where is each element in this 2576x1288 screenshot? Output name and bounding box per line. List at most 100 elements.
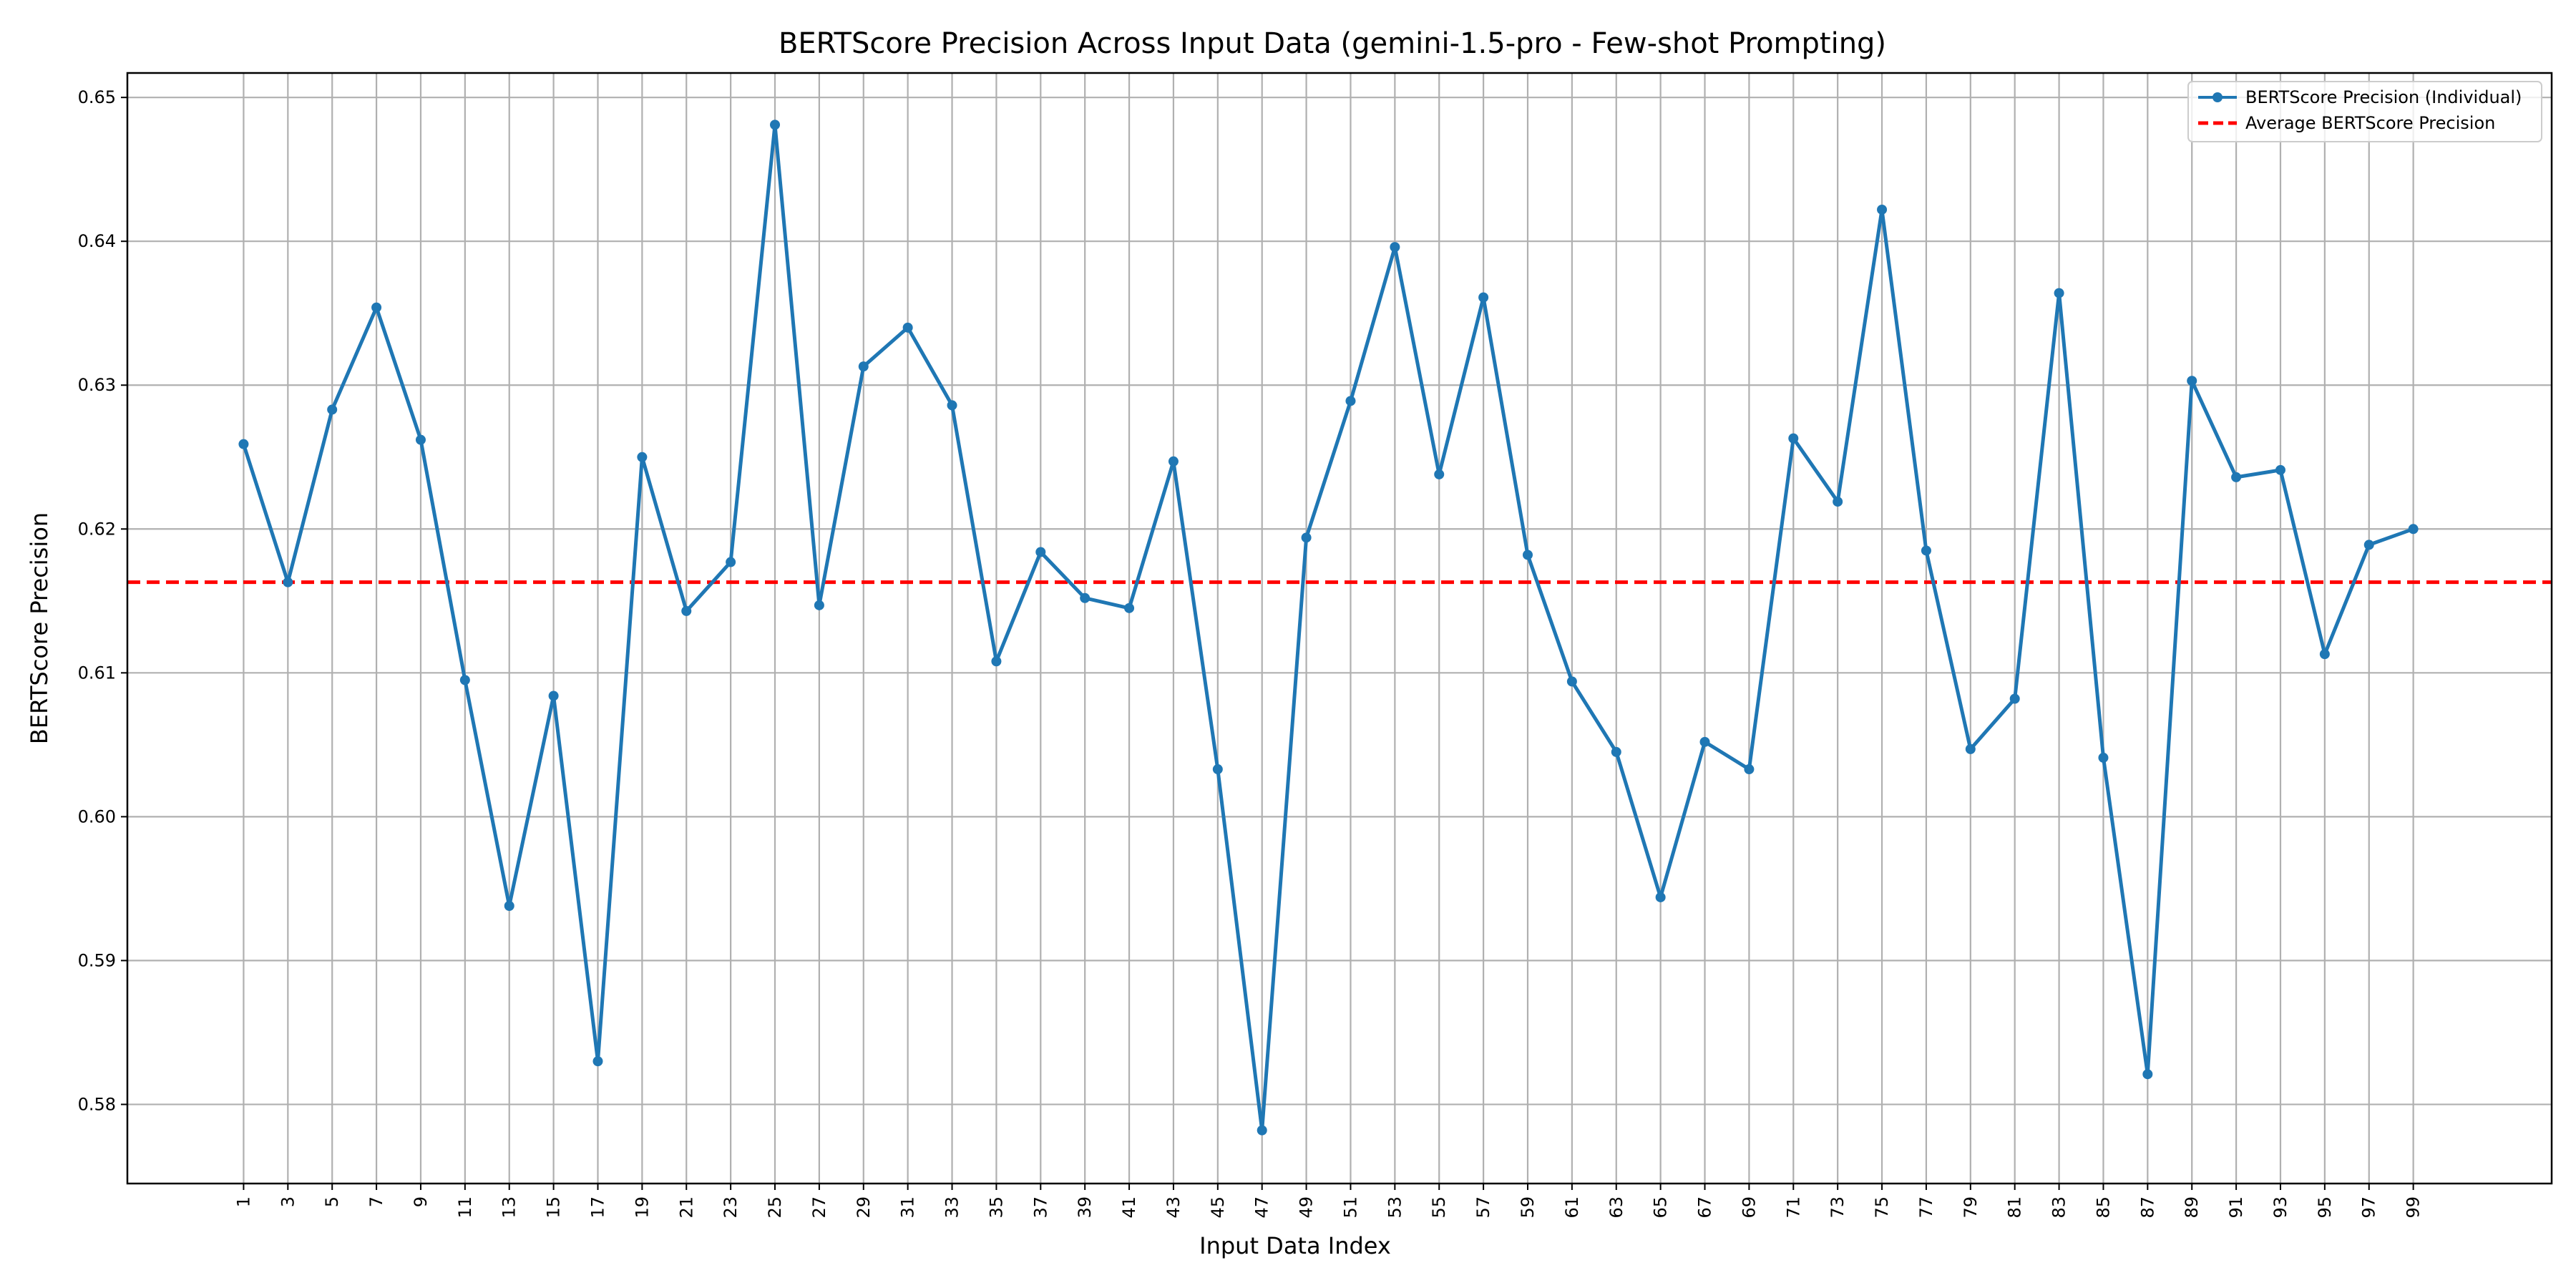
- x-tick-label: 59: [1518, 1196, 1538, 1219]
- x-tick-label: 25: [765, 1196, 785, 1219]
- x-tick-label: 93: [2270, 1196, 2290, 1219]
- x-tick-label: 83: [2049, 1196, 2069, 1219]
- y-tick-label: 0.59: [78, 950, 116, 970]
- x-tick-label: 33: [942, 1196, 962, 1219]
- data-point: [2319, 649, 2330, 660]
- legend-label-individual: BERTScore Precision (Individual): [2245, 87, 2522, 107]
- series-layer: [238, 119, 2419, 1136]
- x-tick-label: 65: [1651, 1196, 1671, 1219]
- data-point: [1212, 764, 1223, 775]
- x-tick-label: 47: [1252, 1196, 1272, 1219]
- data-point: [1788, 433, 1799, 444]
- data-point: [548, 691, 559, 701]
- x-tick-label: 45: [1208, 1196, 1228, 1219]
- x-tick-label: 69: [1739, 1196, 1759, 1219]
- x-tick-label: 51: [1340, 1196, 1360, 1219]
- x-tick-label: 55: [1429, 1196, 1449, 1219]
- x-tick-label: 23: [721, 1196, 741, 1219]
- data-point: [1699, 736, 1710, 747]
- series-line-individual: [242, 122, 2414, 1133]
- data-point: [1877, 204, 1888, 215]
- x-tick-label: 37: [1030, 1196, 1050, 1219]
- x-tick-label: 29: [854, 1196, 874, 1219]
- x-tick-label: 43: [1163, 1196, 1184, 1219]
- data-point: [1257, 1125, 1267, 1136]
- plot-frame: [126, 72, 2553, 1185]
- data-point: [1522, 550, 1533, 560]
- data-point: [2231, 472, 2242, 482]
- legend-label-average: Average BERTScore Precision: [2245, 113, 2495, 133]
- legend-marker-individual: [2212, 92, 2223, 102]
- x-tick-label: 87: [2137, 1196, 2157, 1219]
- legend: BERTScore Precision (Individual) Average…: [2187, 81, 2542, 142]
- data-point: [1345, 396, 1356, 406]
- data-point: [1168, 456, 1179, 467]
- x-axis-ticks: 1 3 5 7 9 11 13 15 17 19 21 23 25 27 29 31 33 35 37 39 41 43 4…: [233, 1184, 2424, 1219]
- y-tick-label: 0.64: [78, 231, 116, 251]
- x-tick-label: 63: [1606, 1196, 1626, 1219]
- data-point: [504, 901, 514, 911]
- data-point: [327, 404, 338, 415]
- data-point: [726, 557, 736, 567]
- x-tick-label: 3: [278, 1196, 298, 1207]
- data-point: [1124, 602, 1135, 613]
- x-tick-label: 75: [1872, 1196, 1892, 1219]
- grid: [127, 73, 2552, 1184]
- x-tick-label: 7: [366, 1196, 386, 1207]
- x-tick-label: 15: [544, 1196, 564, 1219]
- data-point: [283, 577, 293, 587]
- x-tick-label: 89: [2182, 1196, 2202, 1219]
- chart-title: BERTScore Precision Across Input Data (g…: [779, 27, 1886, 60]
- data-point: [637, 452, 648, 462]
- y-tick-label: 0.63: [78, 375, 116, 395]
- data-point: [2275, 464, 2285, 475]
- x-tick-label: 79: [1961, 1196, 1981, 1219]
- data-point: [415, 434, 426, 445]
- x-tick-label: 71: [1783, 1196, 1803, 1219]
- data-point: [2142, 1069, 2153, 1080]
- data-point: [991, 656, 1002, 667]
- x-tick-label: 77: [1916, 1196, 1936, 1219]
- x-tick-label: 39: [1075, 1196, 1095, 1219]
- y-axis-label: BERTScore Precision: [26, 512, 53, 744]
- data-point: [1478, 292, 1489, 303]
- x-tick-label: 13: [499, 1196, 519, 1219]
- data-point: [947, 400, 957, 411]
- data-point: [814, 600, 824, 610]
- data-point: [681, 605, 692, 616]
- x-tick-label: 27: [809, 1196, 829, 1219]
- x-tick-label: 85: [2093, 1196, 2113, 1219]
- x-tick-label: 5: [322, 1196, 342, 1207]
- y-tick-label: 0.65: [78, 87, 116, 107]
- y-axis-ticks: 0.58 0.59 0.60 0.61 0.62 0.63 0.64 0.65: [78, 87, 127, 1114]
- x-tick-label: 31: [898, 1196, 918, 1219]
- data-point: [1390, 242, 1400, 253]
- data-point: [1434, 469, 1445, 479]
- data-point: [371, 302, 382, 313]
- x-axis-label: Input Data Index: [1199, 1232, 1391, 1259]
- data-point: [592, 1056, 603, 1067]
- x-tick-label: 49: [1297, 1196, 1317, 1219]
- data-point: [2187, 376, 2197, 386]
- x-tick-label: 11: [455, 1196, 475, 1219]
- data-point: [770, 119, 781, 130]
- data-point: [858, 361, 869, 372]
- data-point: [1965, 743, 1976, 754]
- data-point: [2408, 524, 2419, 535]
- x-tick-label: 19: [632, 1196, 652, 1219]
- x-tick-label: 81: [2005, 1196, 2025, 1219]
- x-tick-label: 9: [411, 1196, 431, 1207]
- y-tick-label: 0.62: [78, 519, 116, 539]
- data-point: [1921, 545, 1931, 556]
- legend-box: [2187, 81, 2542, 142]
- x-tick-label: 57: [1473, 1196, 1493, 1219]
- x-tick-label: 17: [587, 1196, 608, 1219]
- x-tick-label: 97: [2359, 1196, 2379, 1219]
- x-tick-label: 35: [986, 1196, 1006, 1219]
- y-tick-label: 0.60: [78, 806, 116, 826]
- data-point: [1566, 676, 1577, 687]
- data-point: [2363, 540, 2374, 550]
- data-point: [1655, 892, 1666, 902]
